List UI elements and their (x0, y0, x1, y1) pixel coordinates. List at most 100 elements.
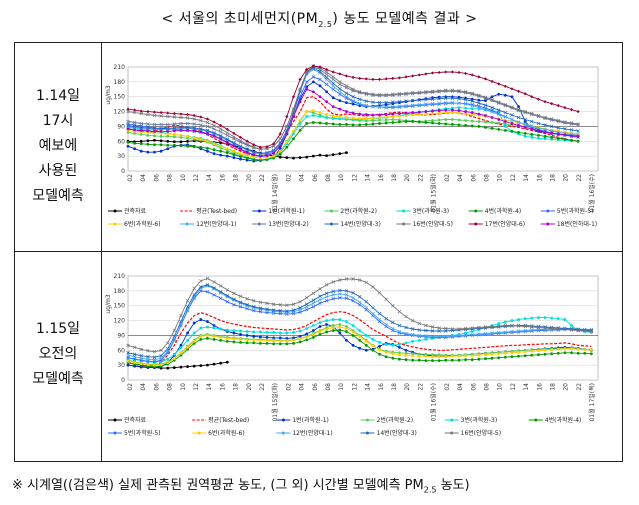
data-point (258, 335, 262, 339)
data-point (126, 343, 130, 348)
data-point (338, 90, 342, 94)
data-point (484, 353, 487, 357)
data-point (344, 293, 349, 297)
data-point (311, 291, 316, 296)
data-point (344, 91, 349, 95)
data-point (239, 157, 242, 161)
legend-item: 6번(과학원-6) (108, 220, 161, 228)
data-point (245, 338, 249, 342)
data-point (576, 351, 580, 355)
data-point (291, 107, 296, 111)
legend-label: 평균(Test-bed) (196, 207, 237, 215)
data-point (503, 125, 507, 128)
y-axis-label: ug/m3 (105, 85, 112, 104)
data-point (318, 325, 322, 328)
data-point (331, 105, 335, 109)
data-point (292, 156, 295, 160)
data-point (126, 123, 130, 128)
data-point (265, 331, 269, 334)
data-point (139, 362, 143, 366)
data-point (404, 75, 408, 79)
data-point (318, 111, 322, 114)
data-point (133, 131, 137, 135)
data-point (523, 122, 527, 126)
y-tick-label: 120 (114, 318, 126, 325)
data-point (437, 96, 441, 101)
data-point (391, 118, 395, 121)
data-point (305, 87, 309, 91)
data-point (212, 286, 216, 290)
data-point (437, 101, 441, 105)
x-tick-label: 04 (140, 383, 147, 391)
data-point (133, 361, 137, 365)
data-point (133, 147, 137, 151)
data-point (225, 300, 230, 304)
data-point (516, 115, 521, 120)
data-point (371, 311, 375, 316)
data-point (417, 354, 421, 358)
data-point (530, 353, 534, 357)
data-point (397, 99, 402, 104)
data-point (159, 353, 163, 358)
data-point (483, 325, 488, 329)
data-point (324, 283, 329, 287)
data-point (179, 346, 183, 350)
data-point (398, 120, 401, 124)
data-point (457, 111, 461, 115)
data-point (404, 314, 408, 319)
data-point (331, 81, 335, 86)
data-point (212, 134, 216, 138)
data-point (172, 115, 177, 119)
series-11 (126, 64, 580, 151)
data-point (470, 119, 474, 123)
data-point (424, 352, 428, 356)
data-point (497, 121, 501, 125)
data-point (523, 120, 527, 123)
data-point (338, 292, 342, 296)
data-point (384, 77, 388, 81)
data-point (378, 352, 381, 356)
data-point (331, 96, 335, 100)
x-tick-label: 20 (246, 383, 253, 391)
data-point (371, 348, 375, 352)
series-5 (126, 120, 580, 162)
data-point (265, 156, 269, 160)
x-tick-label: 14 (206, 174, 213, 182)
data-point (132, 124, 137, 129)
y-tick-label: 210 (114, 273, 126, 280)
data-point (457, 106, 461, 110)
data-point (537, 353, 540, 357)
data-point (271, 144, 276, 148)
data-point (437, 89, 441, 93)
data-point (232, 153, 236, 157)
data-point (503, 102, 508, 107)
data-point (345, 116, 348, 119)
data-point (192, 341, 196, 345)
data-point (411, 352, 415, 356)
legend-item: 2번(과학원-2) (324, 207, 377, 215)
data-point (132, 120, 137, 125)
data-point (378, 118, 381, 122)
data-point (133, 364, 137, 368)
legend-label: 5번(과학원-5) (124, 429, 161, 437)
data-point (331, 116, 335, 120)
row-label-line: 모델예측 (32, 371, 84, 387)
data-point (411, 113, 415, 117)
data-point (404, 99, 408, 103)
data-point (510, 117, 514, 122)
data-point (311, 298, 316, 303)
data-point (179, 128, 183, 132)
data-point (252, 330, 256, 334)
series-line (127, 361, 228, 369)
data-point (212, 142, 216, 146)
data-point (225, 149, 229, 153)
data-point (556, 118, 561, 123)
data-point (410, 332, 415, 337)
data-point (225, 295, 230, 299)
data-point (543, 123, 547, 127)
data-point (351, 116, 355, 120)
legend-item: 13번(안양대-2) (252, 220, 309, 228)
legend-marker (113, 431, 117, 435)
data-point (411, 358, 415, 362)
data-point (497, 82, 501, 86)
